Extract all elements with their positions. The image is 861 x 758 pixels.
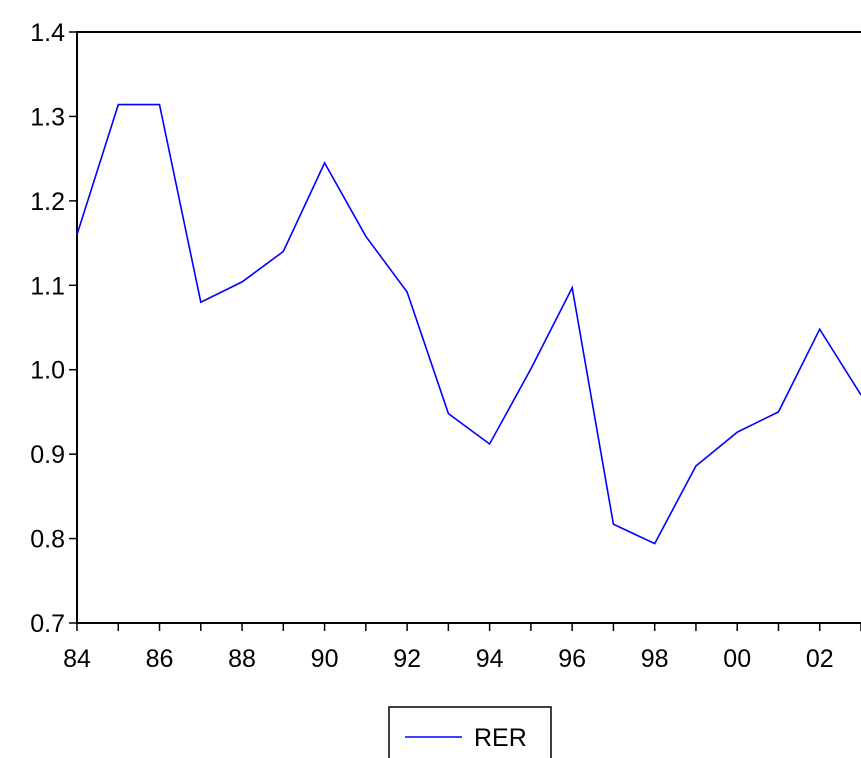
- series-line-rer: [76, 103, 861, 545]
- y-tick-label: 0.7: [30, 610, 65, 638]
- y-tick-label: 1.1: [30, 272, 65, 300]
- y-tick-label: 1.0: [30, 357, 65, 385]
- legend: RER: [388, 706, 552, 758]
- legend-box: [388, 706, 552, 758]
- x-tick-label: 94: [476, 645, 504, 673]
- y-tick-label: 1.3: [30, 103, 65, 131]
- x-tick-label: 00: [723, 645, 751, 673]
- x-tick-label: 96: [558, 645, 586, 673]
- x-tick-label: 86: [146, 645, 174, 673]
- axes: [69, 31, 861, 631]
- y-tick-label: 0.8: [30, 526, 65, 554]
- legend-label-rer: RER: [474, 724, 527, 752]
- y-tick-label: 0.9: [30, 441, 65, 469]
- y-tick-label: 1.2: [30, 188, 65, 216]
- x-tick-label: 02: [806, 645, 834, 673]
- tick-labels: 0.7 0.8 0.9 1.0 1.1 1.2 1.3 1.4 84 86 88 90 92 94 96 98…: [30, 19, 833, 673]
- x-tick-label: 88: [228, 645, 256, 673]
- x-tick-label: 84: [63, 645, 91, 673]
- x-tick-label: 98: [641, 645, 669, 673]
- x-tick-label: 90: [311, 645, 339, 673]
- series-layer: [76, 103, 861, 545]
- x-tick-label: 92: [393, 645, 421, 673]
- plot-frame: [76, 31, 861, 624]
- y-tick-label: 1.4: [30, 19, 65, 47]
